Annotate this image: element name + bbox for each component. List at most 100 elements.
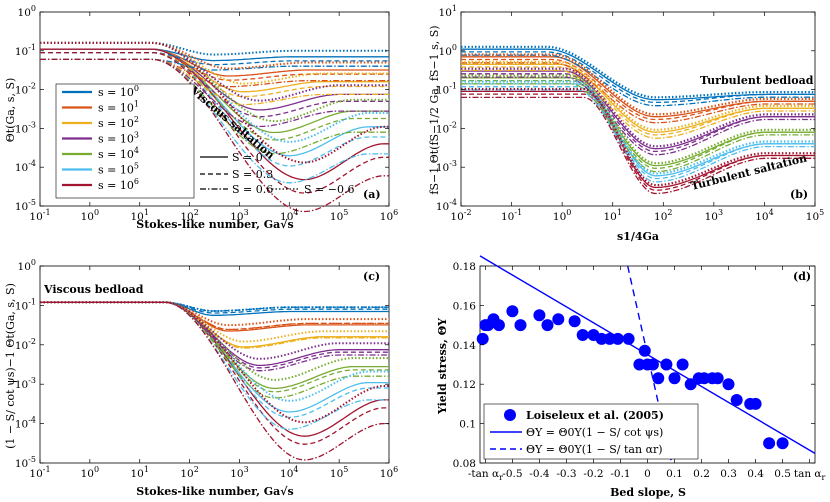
legend-box <box>55 83 195 199</box>
x-tick-label: 10-1 <box>501 208 522 223</box>
x-tick-label: -0.1 <box>610 468 630 480</box>
panel-c-label: (c) <box>363 270 380 283</box>
x-tick-label: 103 <box>230 465 248 480</box>
curve-c-s2-S-0.6 <box>40 301 389 343</box>
panel-c: 10-1 100 101 102 103 104 105 10610-510-410-310-… <box>4 258 398 498</box>
curve-b-s2-S-0.6 <box>461 60 815 131</box>
panel-d-ylabel: Yield stress, ΘY <box>436 318 449 415</box>
y-tick-label: 100 <box>18 258 36 273</box>
data-point <box>652 372 665 385</box>
data-point <box>676 358 689 371</box>
x-tick-label: tan αr <box>794 468 826 482</box>
data-point <box>776 437 789 450</box>
legend-label: s = 104 <box>98 146 139 161</box>
data-point <box>711 372 724 385</box>
legend-style-label: S = −0.6 <box>304 183 354 196</box>
y-tick-label: 100 <box>18 4 36 19</box>
x-tick-label: 10-1 <box>29 465 50 480</box>
panel-a-ylabel: Θt(Ga, s, S) <box>4 78 17 143</box>
curve-b-s2-S0.6 <box>461 69 815 139</box>
panel-d: -tan αr -0.5 -0.4 -0.3 -0.2 -0.1 0 0.1 0.2 0.3 0.4… <box>436 255 826 499</box>
curve-b-s6-S0.6 <box>461 96 815 195</box>
y-tick-label: 0.08 <box>453 458 476 470</box>
curve-c-s5-S0.6 <box>40 301 389 430</box>
x-tick-label: 100 <box>81 465 99 480</box>
y-tick-label: 10-2 <box>15 337 36 352</box>
x-tick-label: 106 <box>380 208 398 223</box>
panel-b-label: (b) <box>790 188 808 201</box>
y-tick-label: 100 <box>439 43 457 58</box>
curve-b-s3-S0.6 <box>461 76 815 156</box>
curve-b-s4-S0 <box>461 77 815 167</box>
y-tick-label: 10-1 <box>15 297 36 312</box>
x-tick-label: 10-1 <box>29 208 50 223</box>
panel-b-xlabel: s1/4Ga <box>617 230 659 243</box>
data-point <box>476 332 489 345</box>
y-tick-label: 0.12 <box>453 379 476 391</box>
panel-b-ylabel: fS−1 Θt(fS−1/2 Ga, fS−1 s, S) <box>428 25 441 194</box>
curve-b-s4-S0.6 <box>461 83 815 173</box>
curve-b-s2-S0.3 <box>461 66 815 136</box>
x-tick-label: 101 <box>130 465 148 480</box>
curve-c-s6-S-0.6 <box>40 301 389 424</box>
curve-c-s5-S-0.6 <box>40 301 389 402</box>
y-tick-label: 10-3 <box>15 120 36 135</box>
data-point <box>646 358 659 371</box>
panel-d-ticks: -tan αr -0.5 -0.4 -0.3 -0.2 -0.1 0 0.1 0.2 0.3 0.4… <box>453 261 826 482</box>
y-tick-label: 101 <box>439 4 457 19</box>
panel-d-label: (d) <box>793 270 811 283</box>
panel-a-frame <box>39 11 390 207</box>
data-point <box>763 437 776 450</box>
legend-label-solid: ΘY = Θ0Y(1 − S/ cot ψs) <box>526 426 663 439</box>
x-tick-label: 0.4 <box>747 468 764 480</box>
x-tick-label: 101 <box>603 208 621 223</box>
legend-label: s = 105 <box>98 162 139 177</box>
x-tick-label: 105 <box>806 208 824 223</box>
legend-label: s = 103 <box>98 131 139 146</box>
y-tick-label: 10-4 <box>15 159 36 174</box>
data-point <box>506 305 519 318</box>
y-tick-label: 10-3 <box>15 376 36 391</box>
panel-a: 10-1 100 101 102 103 104 105 10610-510-410-310-… <box>4 4 398 231</box>
legend-style-label: S = 0.6 <box>232 183 273 196</box>
curve-s0-S-0.6 <box>40 41 389 56</box>
curve-b-s0-S0.3 <box>461 51 815 104</box>
panel-d-points <box>476 305 789 450</box>
data-point <box>568 315 581 328</box>
data-point <box>552 313 565 326</box>
curve-b-s6-S0.3 <box>461 93 815 191</box>
legend-label-dashed: ΘY = Θ0Y(1 − S/ tan αr) <box>526 443 663 456</box>
x-tick-label: 0.5 <box>774 468 791 480</box>
data-point <box>722 378 735 391</box>
x-tick-label: 0.3 <box>720 468 737 480</box>
curve-b-s3-S0 <box>461 70 815 150</box>
legend-label: s = 106 <box>98 177 139 192</box>
y-tick-label: 0.16 <box>453 300 477 312</box>
curve-s6-S-0.6 <box>40 41 389 164</box>
curve-s6-S0.3 <box>40 51 389 194</box>
panel-c-annotation: Viscous bedload <box>43 283 144 296</box>
curve-c-s0-S-0.6 <box>40 301 389 312</box>
curve-b-s0-S-0.6 <box>461 45 815 99</box>
data-point <box>533 309 546 322</box>
curve-s6-S0 <box>40 48 389 181</box>
panel-d-xlabel: Bed slope, S <box>610 486 686 499</box>
y-tick-label: 10-4 <box>15 416 36 431</box>
legend-label: s = 102 <box>98 115 139 130</box>
y-tick-label: 10-1 <box>15 43 36 58</box>
panel-c-frame <box>39 265 390 464</box>
panel-a-curves <box>40 41 389 213</box>
curve-b-s0-S0.6 <box>461 54 815 107</box>
x-tick-label: 106 <box>380 465 398 480</box>
y-tick-label: 0.14 <box>453 340 477 352</box>
curve-b-s5-S0.6 <box>461 89 815 183</box>
x-tick-label: -0.3 <box>556 468 576 480</box>
x-tick-label: -0.2 <box>583 468 603 480</box>
x-tick-label: -0.5 <box>502 468 522 480</box>
data-point <box>668 372 681 385</box>
legend-label-loiseleux: Loiseleux et al. (2005) <box>526 409 664 422</box>
curve-s2-S-0.6 <box>40 41 389 85</box>
y-tick-label: 0.18 <box>453 261 476 273</box>
panel-c-xlabel: Stokes-like number, Ga√s <box>136 485 293 498</box>
